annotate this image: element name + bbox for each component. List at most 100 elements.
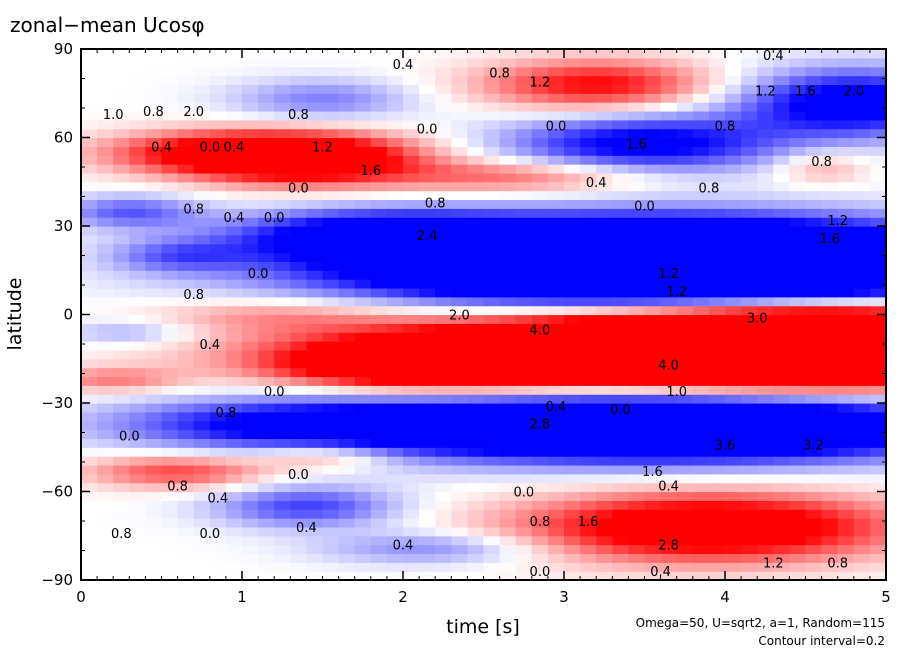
heatmap-cell xyxy=(821,243,839,254)
heatmap-cell xyxy=(161,535,179,546)
heatmap-cell xyxy=(451,367,468,378)
heatmap-cell xyxy=(129,535,146,546)
heatmap-cell xyxy=(580,305,597,316)
heatmap-cell xyxy=(177,367,195,378)
heatmap-cell xyxy=(306,75,324,85)
heatmap-cell xyxy=(805,181,823,192)
heatmap-cell xyxy=(435,323,452,333)
heatmap-cell xyxy=(290,119,307,130)
heatmap-cell xyxy=(97,305,114,316)
heatmap-cell xyxy=(225,296,243,307)
heatmap-cell xyxy=(290,535,307,546)
heatmap-cell xyxy=(129,500,146,510)
heatmap-cell xyxy=(338,376,356,386)
heatmap-cell xyxy=(483,279,501,289)
heatmap-cell xyxy=(805,500,823,510)
heatmap-cell xyxy=(81,305,98,316)
heatmap-cell xyxy=(290,553,307,563)
heatmap-cell xyxy=(386,181,404,192)
heatmap-cell xyxy=(145,137,163,147)
contour-label: 1.2 xyxy=(658,267,679,282)
heatmap-cell xyxy=(499,544,517,555)
heatmap-cell xyxy=(322,394,340,404)
heatmap-cell xyxy=(113,323,130,333)
heatmap-cell xyxy=(869,172,886,183)
heatmap-cell xyxy=(81,146,98,156)
heatmap-cell xyxy=(290,305,307,316)
heatmap-cell xyxy=(193,287,211,298)
heatmap-cell xyxy=(596,438,613,448)
heatmap-cell xyxy=(725,110,742,121)
heatmap-cell xyxy=(322,509,340,519)
heatmap-cell xyxy=(805,57,823,68)
heatmap-cell xyxy=(837,385,855,395)
heatmap-cell xyxy=(644,518,662,528)
heatmap-cell xyxy=(483,349,501,360)
heatmap-cell xyxy=(290,562,307,572)
heatmap-cell xyxy=(612,128,629,139)
heatmap-cell xyxy=(805,279,823,289)
heatmap-cell xyxy=(403,305,420,316)
heatmap-cell xyxy=(580,234,597,245)
heatmap-cell xyxy=(773,314,790,324)
heatmap-cell xyxy=(644,49,662,59)
heatmap-cell xyxy=(274,464,291,475)
heatmap-cell xyxy=(274,314,291,324)
heatmap-cell xyxy=(451,208,468,218)
heatmap-cell xyxy=(306,456,324,466)
heatmap-cell xyxy=(821,482,839,493)
heatmap-cell xyxy=(869,75,886,85)
heatmap-cell xyxy=(628,526,646,537)
heatmap-cell xyxy=(81,429,98,439)
heatmap-cell xyxy=(789,261,807,271)
heatmap-cell xyxy=(242,482,259,493)
heatmap-cell xyxy=(869,66,886,77)
heatmap-cell xyxy=(531,279,549,289)
heatmap-cell xyxy=(403,456,420,466)
heatmap-cell xyxy=(596,473,613,484)
heatmap-cell xyxy=(290,403,307,413)
heatmap-cell xyxy=(193,376,211,386)
heatmap-cell xyxy=(708,305,726,316)
heatmap-cell xyxy=(209,429,227,439)
heatmap-cell xyxy=(129,270,146,280)
heatmap-cell xyxy=(403,447,420,457)
heatmap-cell xyxy=(580,181,597,192)
heatmap-cell xyxy=(177,491,195,501)
heatmap-cell xyxy=(145,305,163,316)
heatmap-cell xyxy=(274,456,291,466)
heatmap-cell xyxy=(209,190,227,201)
contour-label: 2.0 xyxy=(843,84,864,99)
heatmap-cell xyxy=(547,164,565,174)
heatmap-cell xyxy=(499,217,517,227)
heatmap-cell xyxy=(113,376,130,386)
heatmap-cell xyxy=(435,181,452,192)
heatmap-cell xyxy=(499,57,517,68)
heatmap-cell xyxy=(580,411,597,422)
heatmap-cell xyxy=(209,323,227,333)
heatmap-cell xyxy=(193,137,211,147)
heatmap-cell xyxy=(660,102,678,112)
heatmap-cell xyxy=(225,190,243,201)
heatmap-cell xyxy=(193,93,211,103)
heatmap-cell xyxy=(322,252,340,262)
heatmap-cell xyxy=(386,137,404,147)
heatmap-cell xyxy=(113,385,130,395)
heatmap-cell xyxy=(354,341,372,351)
heatmap-cell xyxy=(258,473,275,484)
heatmap-cell xyxy=(435,394,452,404)
heatmap-cell xyxy=(451,544,468,555)
heatmap-cell xyxy=(515,261,533,271)
heatmap-cell xyxy=(757,128,774,139)
heatmap-cell xyxy=(564,84,581,94)
heatmap-cell xyxy=(338,349,356,360)
heatmap-cell xyxy=(564,217,581,227)
heatmap-cell xyxy=(97,473,114,484)
heatmap-cell xyxy=(161,491,179,501)
contour-label: 3.0 xyxy=(747,311,768,326)
heatmap-cell xyxy=(354,464,372,475)
heatmap-cell xyxy=(725,403,742,413)
heatmap-cell xyxy=(564,535,581,546)
heatmap-cell xyxy=(225,562,243,572)
heatmap-cell xyxy=(483,385,501,395)
